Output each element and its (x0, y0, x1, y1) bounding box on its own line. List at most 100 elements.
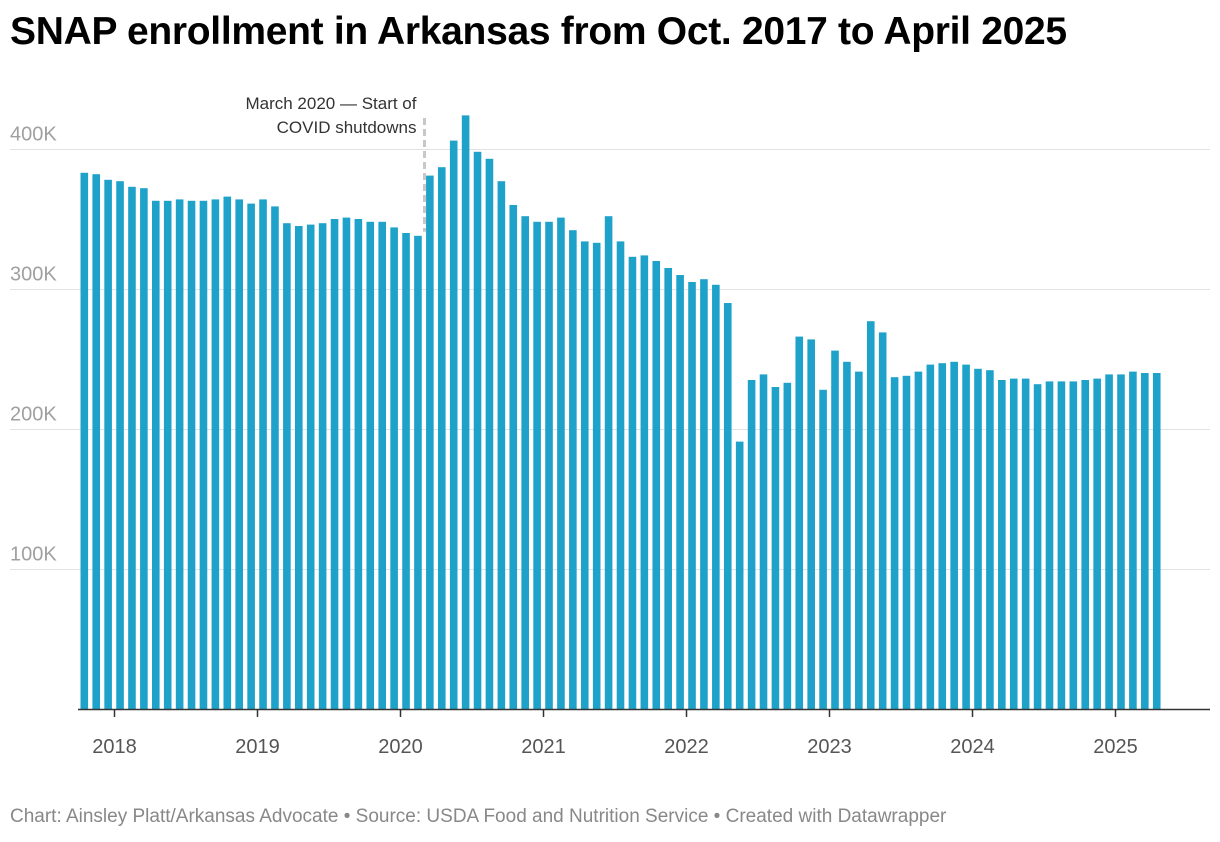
bar-18 (294, 226, 303, 709)
bar-84 (1081, 380, 1090, 709)
bar-59 (783, 382, 792, 709)
bar-41 (569, 230, 577, 709)
bar-38 (533, 221, 541, 710)
bar-42 (580, 241, 589, 709)
chart-credit: Chart: Ainsley Platt/Arkansas Advocate (10, 806, 339, 827)
bar-71 (926, 364, 935, 709)
bar-8 (175, 199, 184, 709)
bar-79 (1021, 378, 1030, 709)
annotation-text-line-2: COVID shutdowns (277, 118, 417, 137)
bar-21 (330, 219, 339, 709)
bar-78 (1009, 378, 1018, 709)
bar-37 (521, 216, 529, 709)
bar-40 (557, 217, 565, 709)
bar-44 (604, 216, 613, 709)
bar-67 (878, 332, 887, 709)
bar-12 (223, 196, 232, 710)
bar-10 (199, 200, 208, 710)
bar-72 (938, 363, 947, 709)
bar-46 (628, 256, 637, 709)
bar-11 (211, 199, 220, 709)
bar-80 (1033, 384, 1042, 709)
x-tick-label-2023: 2023 (807, 736, 852, 758)
bar-19 (306, 224, 315, 709)
bar-47 (640, 255, 649, 709)
bar-45 (616, 241, 625, 709)
bar-60 (795, 336, 804, 709)
bar-77 (998, 380, 1006, 709)
bar-88 (1129, 371, 1137, 709)
created-with-note: Created with Datawrapper (725, 806, 947, 827)
bar-24 (366, 221, 375, 710)
bar-75 (974, 368, 982, 709)
bar-48 (652, 261, 661, 709)
bar-27 (402, 233, 410, 709)
bar-2 (104, 179, 112, 710)
bar-14 (247, 203, 255, 709)
bar-69 (902, 375, 911, 709)
bar-87 (1117, 374, 1125, 709)
bar-3 (116, 181, 124, 709)
bar-50 (676, 275, 684, 709)
bar-25 (378, 221, 386, 710)
bar-7 (163, 200, 172, 710)
bar-57 (759, 374, 768, 709)
bar-33 (473, 151, 482, 710)
bar-63 (831, 350, 839, 709)
bar-30 (437, 167, 446, 709)
annotation-text-line-1: March 2020 — Start of (245, 94, 416, 113)
bar-70 (914, 371, 923, 709)
bar-54 (723, 303, 732, 709)
bar-4 (128, 186, 136, 710)
x-tick-label-2024: 2024 (950, 736, 995, 758)
bar-32 (461, 115, 470, 709)
x-tick-label-2020: 2020 (378, 736, 423, 758)
chart-title: SNAP enrollment in Arkansas from Oct. 20… (10, 10, 1067, 53)
bar-76 (986, 370, 994, 709)
bar-36 (509, 205, 518, 709)
source-note: Source: USDA Food and Nutrition Service (355, 806, 709, 827)
bar-52 (700, 279, 708, 709)
bar-62 (819, 389, 827, 709)
bar-73 (950, 361, 958, 709)
x-tick-label-2025: 2025 (1093, 736, 1138, 758)
y-tick-label-400K: 400K (10, 124, 57, 146)
bar-58 (771, 387, 780, 709)
bar-26 (390, 227, 398, 709)
chart-footer: Chart: Ainsley Platt/Arkansas Advocate •… (10, 806, 946, 828)
bar-13 (235, 199, 244, 709)
y-axis-labels: 100K 200K 300K 400K (10, 124, 57, 566)
bar-20 (318, 223, 327, 709)
bar-86 (1105, 374, 1113, 709)
bar-1 (92, 174, 101, 709)
bar-29 (426, 175, 434, 710)
footer-separator-2: • (708, 806, 726, 827)
x-axis (78, 708, 1210, 717)
y-tick-label-100K: 100K (10, 544, 57, 566)
bar-74 (962, 364, 970, 709)
x-tick-label-2019: 2019 (235, 736, 280, 758)
bar-43 (592, 242, 601, 710)
bar-16 (271, 206, 279, 709)
x-axis-labels: 2018 2019 2020 2021 2022 2023 2024 2025 (92, 736, 1138, 758)
bar-39 (545, 221, 553, 710)
bar-68 (890, 377, 899, 709)
bar-5 (140, 188, 148, 709)
y-tick-label-200K: 200K (10, 404, 57, 426)
bar-82 (1057, 381, 1066, 709)
x-tick-label-2022: 2022 (664, 736, 709, 758)
bar-9 (187, 200, 196, 710)
bar-55 (735, 441, 744, 709)
bar-23 (354, 219, 363, 709)
bar-65 (855, 371, 863, 709)
bar-31 (449, 140, 458, 710)
x-tick-label-2021: 2021 (521, 736, 566, 758)
bar-83 (1069, 381, 1078, 709)
bar-17 (283, 223, 291, 709)
bar-15 (259, 199, 267, 709)
bar-85 (1093, 378, 1101, 709)
bar-89 (1141, 373, 1149, 709)
bar-90 (1152, 373, 1161, 709)
bar-81 (1045, 381, 1054, 709)
